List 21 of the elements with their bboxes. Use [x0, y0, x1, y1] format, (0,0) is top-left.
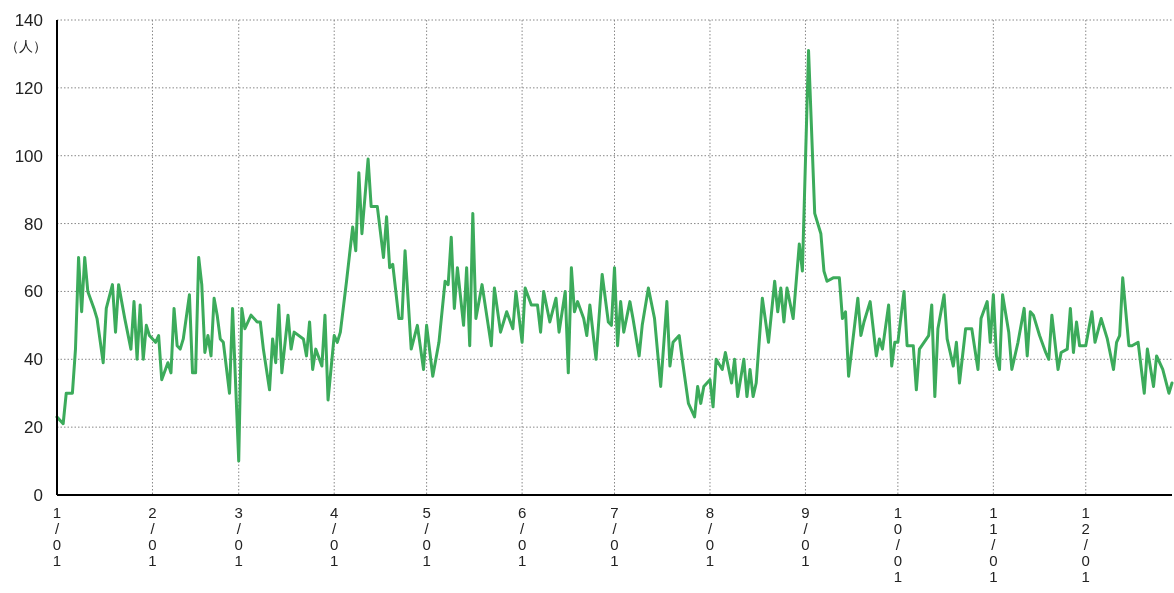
- x-tick-label: 1 / 0 1: [52, 504, 62, 569]
- x-tick-label: 7/01: [610, 504, 619, 569]
- y-tick-label: 140: [14, 11, 43, 30]
- y-tick-label: 40: [24, 350, 43, 370]
- y-tick-label: 80: [24, 214, 43, 234]
- x-tick-label: 2/01: [148, 504, 157, 569]
- x-tick-label: 5/01: [422, 504, 431, 569]
- y-tick-label: 60: [24, 282, 43, 302]
- y-tick-label: 20: [24, 418, 43, 438]
- x-tick-label: 3/01: [234, 504, 243, 569]
- x-tick-label: 6/01: [517, 504, 527, 569]
- x-tick-label: 9/01: [801, 504, 810, 569]
- x-tick-label: 11/01: [989, 504, 998, 585]
- y-tick-label: 100: [14, 146, 43, 166]
- y-tick-label: 120: [14, 78, 43, 98]
- x-tick-label: 10/01: [893, 504, 903, 585]
- x-tick-label: 8/01: [705, 504, 715, 569]
- y-tick-label: 0: [33, 486, 43, 505]
- x-tick-label: 1 2/01: [1081, 504, 1090, 585]
- x-tick-label: 4/01: [330, 504, 339, 569]
- y-axis-title: （人）: [5, 38, 47, 54]
